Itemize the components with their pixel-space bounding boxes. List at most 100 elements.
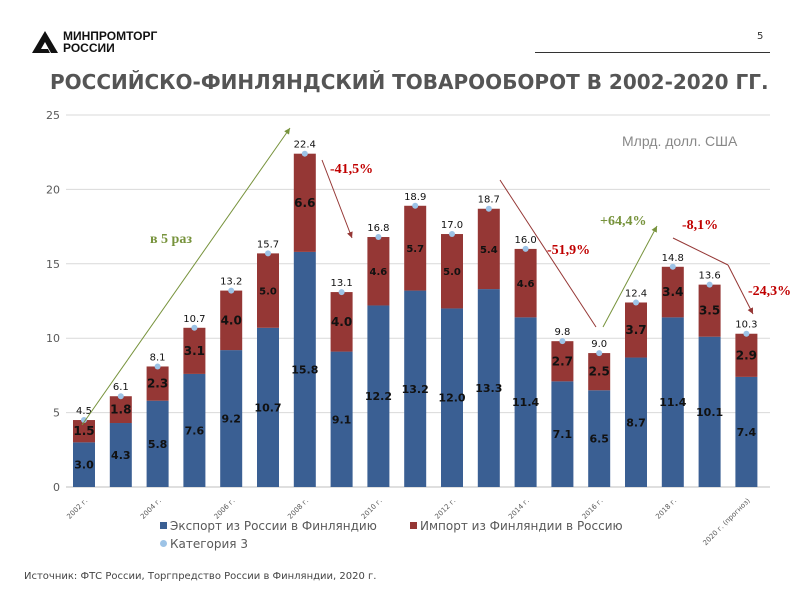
legend-swatch xyxy=(160,540,167,547)
import-value-label: 2.7 xyxy=(552,354,573,368)
export-value-label: 7.6 xyxy=(185,424,205,437)
total-value-label: 13.2 xyxy=(220,277,242,288)
export-value-label: 5.8 xyxy=(148,438,168,451)
export-value-label: 13.2 xyxy=(402,383,429,396)
legend-swatch xyxy=(160,522,167,529)
export-value-label: 13.3 xyxy=(475,382,502,395)
bar-export xyxy=(735,376,758,487)
logo-text-line1: МИНПРОМТОРГ xyxy=(63,29,158,43)
total-marker xyxy=(485,205,492,212)
import-value-label: 3.1 xyxy=(184,344,205,358)
bar-import xyxy=(257,253,279,328)
export-value-label: 15.8 xyxy=(291,363,318,376)
total-value-label: 13.6 xyxy=(698,271,720,282)
bar-export xyxy=(625,357,647,487)
bar-import xyxy=(441,234,463,309)
unit-label: Млрд. долл. США xyxy=(622,133,738,149)
legend-swatch xyxy=(410,522,417,529)
export-value-label: 9.1 xyxy=(332,413,352,426)
page-number: 5 xyxy=(757,31,764,42)
bar-import xyxy=(146,366,169,401)
total-value-label: 10.3 xyxy=(735,320,757,331)
bar-export xyxy=(220,350,243,487)
total-marker xyxy=(301,150,308,157)
total-value-label: 22.4 xyxy=(294,140,316,151)
import-value-label: 1.8 xyxy=(110,403,131,417)
total-marker xyxy=(228,287,235,294)
bar-export xyxy=(330,351,353,487)
trend-arrow xyxy=(602,225,658,328)
import-value-label: 3.4 xyxy=(662,285,683,299)
total-value-label: 18.7 xyxy=(478,195,500,206)
export-value-label: 10.1 xyxy=(696,406,723,419)
bar-export xyxy=(146,400,169,487)
x-tick-label: 2008 г. xyxy=(286,497,310,521)
annotation-label: +64,4% xyxy=(600,214,646,229)
total-marker xyxy=(117,393,124,400)
total-marker xyxy=(375,234,382,241)
import-value-label: 3.5 xyxy=(699,304,720,318)
logo: МИНПРОМТОРГ РОССИИ xyxy=(32,30,157,54)
total-marker xyxy=(154,363,161,370)
total-value-label: 15.7 xyxy=(257,239,279,250)
total-value-label: 9.0 xyxy=(591,339,607,350)
x-tick-label: 2010 г. xyxy=(360,497,384,521)
source-note: Источник: ФТС России, Торгпредство Росси… xyxy=(24,571,377,582)
bar-export xyxy=(73,442,95,487)
import-value-label: 4.0 xyxy=(221,313,242,327)
x-tick-label: 2002 г. xyxy=(65,497,89,521)
total-value-label: 6.1 xyxy=(113,382,129,393)
x-tick-label: 2004 г. xyxy=(139,497,163,521)
export-value-label: 9.2 xyxy=(221,413,241,426)
y-tick-label: 5 xyxy=(53,407,60,420)
bar-import xyxy=(293,153,316,252)
bar-export xyxy=(109,423,132,487)
x-tick-label: 2016 г. xyxy=(581,497,605,521)
bar-import xyxy=(588,353,611,391)
total-marker xyxy=(633,299,639,306)
x-tick-label: 2020 г. (прогноз) xyxy=(701,497,752,548)
y-tick-label: 10 xyxy=(46,332,60,345)
export-value-label: 3.0 xyxy=(74,459,94,472)
total-marker xyxy=(191,324,198,331)
total-marker xyxy=(596,350,603,357)
y-tick-label: 15 xyxy=(46,258,60,271)
annotation-label: -24,3% xyxy=(748,284,791,299)
page-title: РОССИЙСКО-ФИНЛЯНДСКИЙ ТОВАРООБОРОТ В 200… xyxy=(50,70,769,94)
import-value-label: 5.0 xyxy=(259,287,277,298)
total-marker xyxy=(265,250,271,257)
annotation-label: в 5 раз xyxy=(150,232,192,247)
bar-import xyxy=(367,237,390,306)
export-value-label: 12.0 xyxy=(438,392,465,405)
bar-export xyxy=(588,390,611,487)
total-value-label: 8.1 xyxy=(150,352,166,363)
export-value-label: 10.7 xyxy=(254,401,281,414)
total-marker xyxy=(522,245,529,252)
import-value-label: 3.7 xyxy=(625,323,646,337)
bar-export xyxy=(404,290,427,487)
bar-import xyxy=(109,396,132,424)
bar-export xyxy=(257,327,279,487)
bar-import xyxy=(735,333,758,377)
import-value-label: 4.6 xyxy=(370,267,388,278)
export-value-label: 8.7 xyxy=(626,416,646,429)
import-value-label: 4.0 xyxy=(331,315,352,329)
legend-label: Категория 3 xyxy=(170,537,248,551)
total-value-label: 17.0 xyxy=(441,220,463,231)
annotation-label: -51,9% xyxy=(547,243,590,258)
export-value-label: 6.5 xyxy=(589,433,609,446)
logo-text-line2: РОССИИ xyxy=(63,41,115,55)
bar-export xyxy=(367,305,390,487)
logo-icon xyxy=(32,31,58,53)
bar-export xyxy=(477,289,500,487)
total-value-label: 13.1 xyxy=(330,278,352,289)
legend-label: Экспорт из России в Финляндию xyxy=(170,519,377,533)
header-divider xyxy=(535,52,770,53)
x-tick-label: 2012 г. xyxy=(433,497,457,521)
bar-import xyxy=(551,341,574,382)
export-value-label: 11.4 xyxy=(659,396,686,409)
bar-export xyxy=(293,251,316,487)
import-value-label: 2.3 xyxy=(147,377,168,391)
x-tick-label: 2014 г. xyxy=(507,497,531,521)
